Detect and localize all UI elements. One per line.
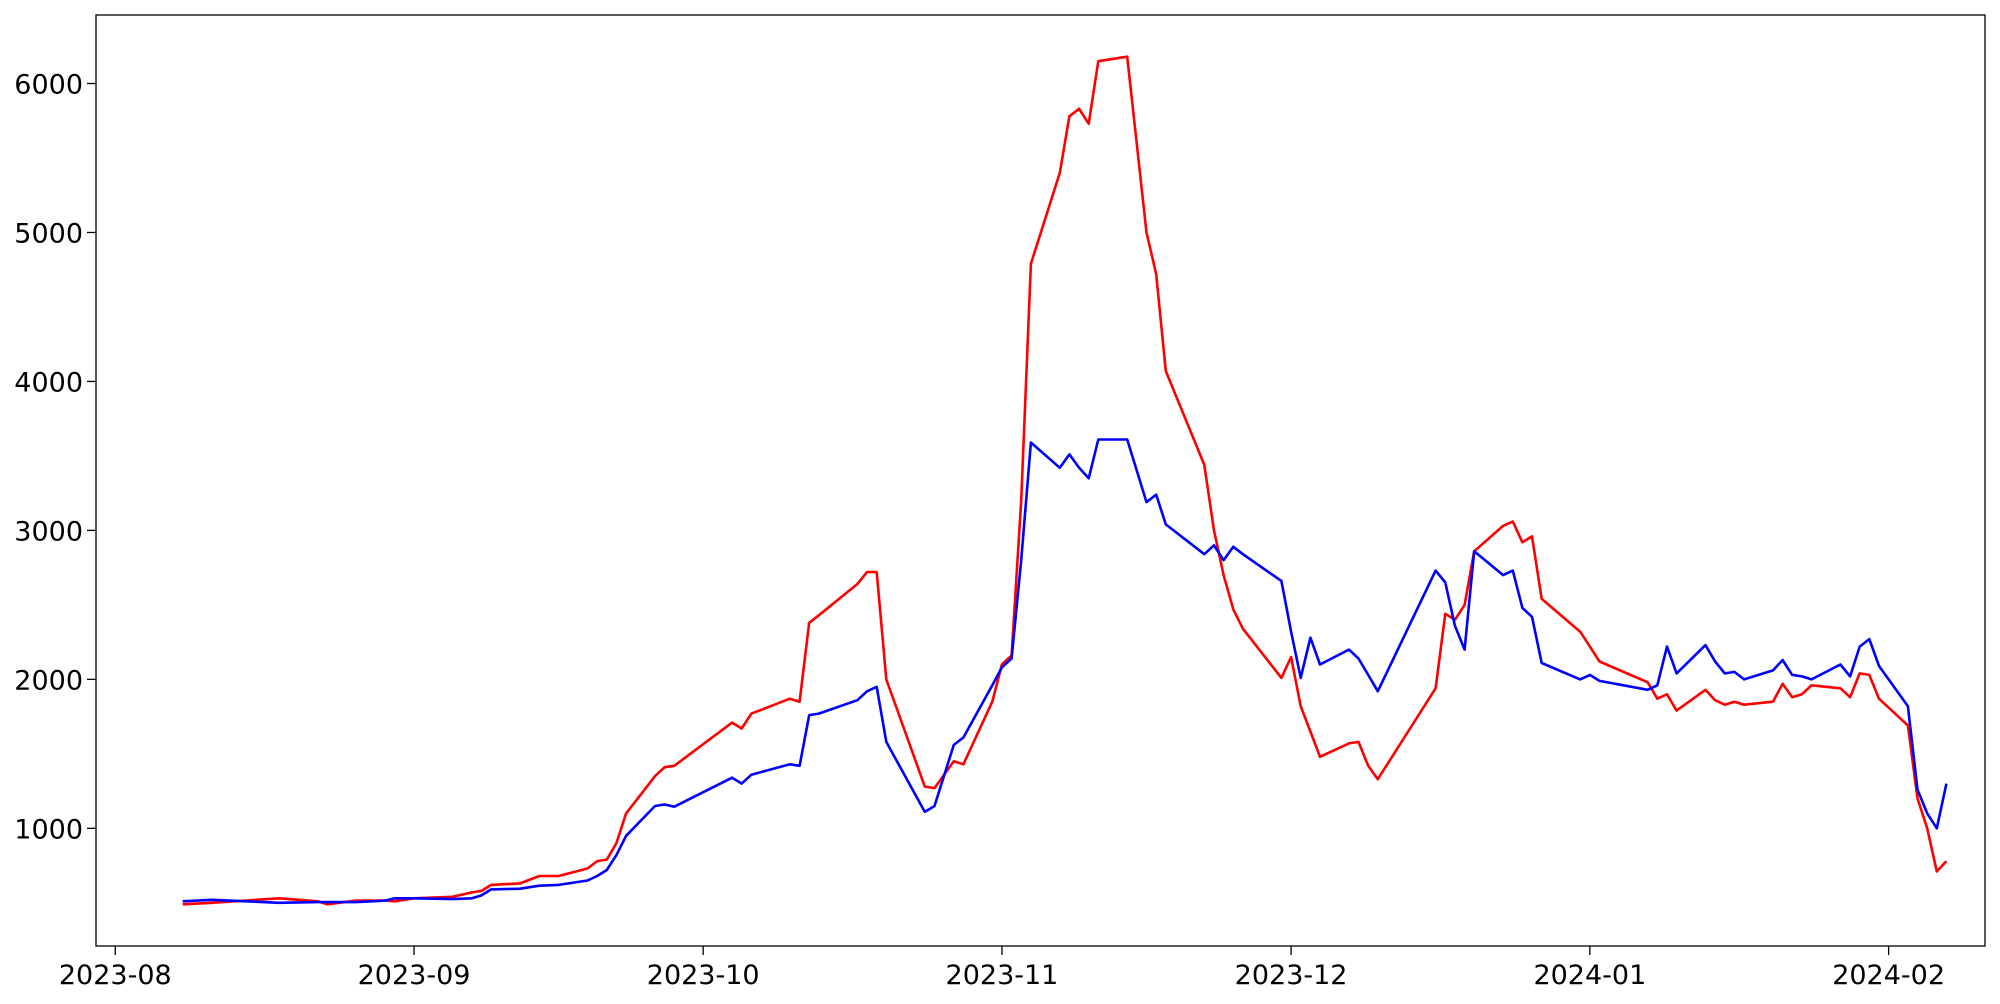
- x-tick-label: 2023-08: [59, 960, 172, 991]
- x-tick-label: 2024-01: [1533, 960, 1646, 991]
- x-tick-label: 2023-11: [946, 960, 1059, 991]
- x-tick-label: 2023-09: [358, 960, 471, 991]
- y-tick-label: 2000: [14, 665, 83, 696]
- plot-frame: [95, 14, 1986, 947]
- line-series: [182, 55, 1948, 906]
- line-series: [182, 438, 1948, 905]
- x-tick-label: 2023-12: [1235, 960, 1348, 991]
- y-tick-label: 6000: [14, 70, 83, 101]
- y-tick-label: 3000: [14, 516, 83, 547]
- y-tick-label: 1000: [14, 814, 83, 845]
- y-tick-label: 5000: [14, 218, 83, 249]
- x-tick-label: 2024-02: [1832, 960, 1945, 991]
- y-tick-label: 4000: [14, 367, 83, 398]
- x-tick-label: 2023-10: [647, 960, 760, 991]
